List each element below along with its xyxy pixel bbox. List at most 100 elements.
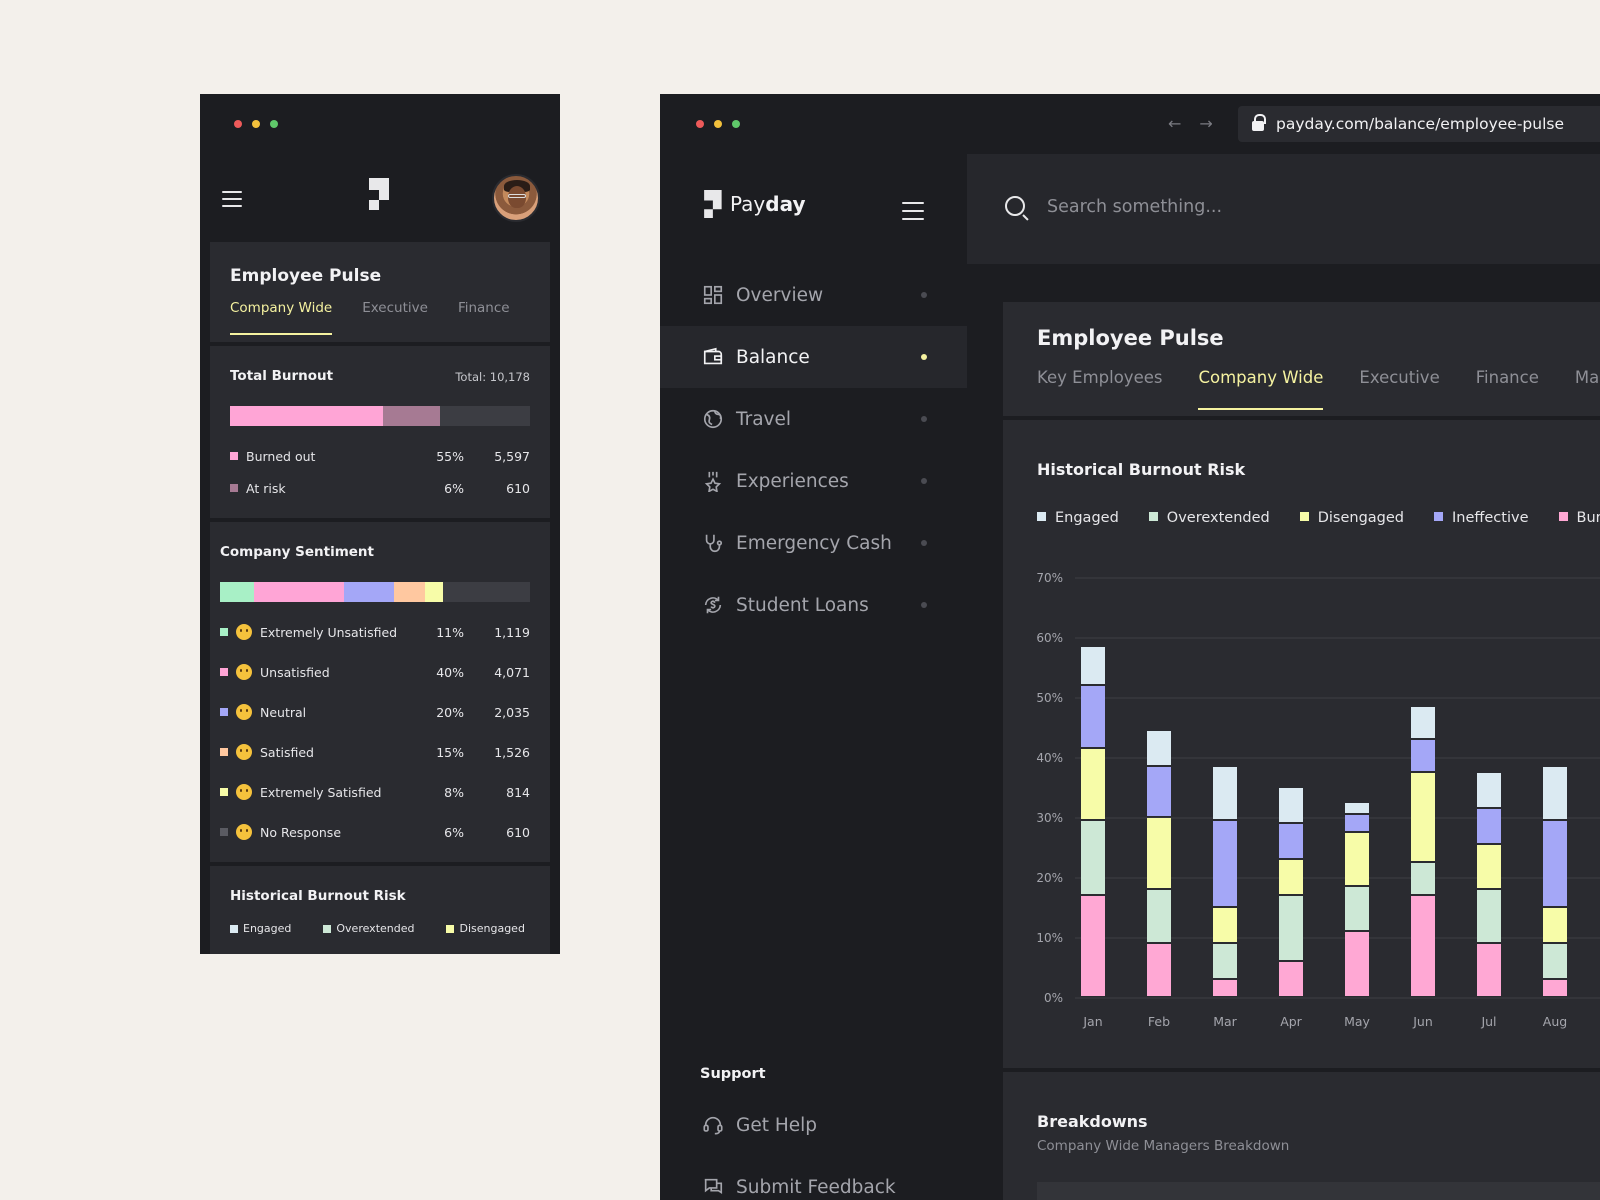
avatar[interactable] (492, 174, 540, 222)
bar-segment-overextended[interactable] (1213, 944, 1237, 978)
bar-segment-engaged[interactable] (1411, 707, 1435, 738)
bar-segment-ineffective[interactable] (1081, 686, 1105, 747)
tab-key-employees[interactable]: Key Employees (1037, 368, 1163, 387)
bar-segment-burn[interactable] (1147, 944, 1171, 996)
sidebar-item-travel[interactable]: Travel (660, 388, 967, 450)
bar-segment-overextended[interactable] (1411, 863, 1435, 894)
close-dot[interactable] (234, 120, 242, 128)
breakdowns-table-header (1037, 1182, 1600, 1200)
total-burnout-card: Total Burnout Total: 10,178 Burned out 5… (210, 346, 550, 518)
bar-segment-overextended[interactable] (1477, 890, 1501, 942)
bar-segment-burn[interactable] (1081, 896, 1105, 996)
bar-segment-overextended[interactable] (1543, 944, 1567, 978)
forward-arrow-icon[interactable]: → (1199, 114, 1213, 133)
sidebar-item-get-help[interactable]: Get Help (660, 1094, 967, 1156)
tab-finance[interactable]: Finance (1475, 368, 1539, 387)
bar-segment (343, 582, 394, 602)
legend-swatch (220, 748, 228, 756)
maximize-dot[interactable] (732, 120, 740, 128)
sidebar-item-emergency-cash[interactable]: Emergency Cash (660, 512, 967, 574)
employee-pulse-card: Employee Pulse Company Wide Executive Fi… (210, 242, 550, 342)
tab-executive[interactable]: Executive (1359, 368, 1440, 387)
bar-segment-overextended[interactable] (1081, 821, 1105, 894)
minimize-dot[interactable] (714, 120, 722, 128)
bar-segment-disengaged[interactable] (1147, 818, 1171, 888)
tab-executive[interactable]: Executive (362, 300, 428, 316)
tab-finance[interactable]: Finance (457, 300, 510, 316)
maximize-dot[interactable] (270, 120, 278, 128)
tab-managers[interactable]: Mar (1574, 368, 1600, 387)
bar-segment-ineffective[interactable] (1477, 809, 1501, 843)
bar-segment-engaged[interactable] (1543, 767, 1567, 819)
bar-segment-engaged[interactable] (1081, 647, 1105, 684)
y-tick-label: 0% (1044, 991, 1063, 1005)
bar-segment (424, 582, 444, 602)
menu-icon[interactable] (902, 202, 924, 220)
bar-segment-ineffective[interactable] (1279, 824, 1303, 858)
sidebar-item-student-loans[interactable]: Student Loans (660, 574, 967, 636)
page-title: Employee Pulse (1037, 326, 1224, 350)
page-title: Employee Pulse (230, 266, 382, 286)
legend-item: Burn (1558, 510, 1600, 526)
bar-segment-ineffective[interactable] (1147, 767, 1171, 816)
bar-segment-burn[interactable] (1543, 980, 1567, 996)
bar-segment-disengaged[interactable] (1477, 845, 1501, 888)
bar-segment-burn[interactable] (1279, 962, 1303, 996)
bar-segment-burn[interactable] (1345, 932, 1369, 996)
search-icon[interactable] (1005, 196, 1025, 216)
bar-segment-disengaged[interactable] (1081, 749, 1105, 819)
bar-segment-ineffective[interactable] (1411, 740, 1435, 771)
bar-segment-overextended[interactable] (1147, 890, 1171, 942)
bar-segment-engaged[interactable] (1213, 767, 1237, 819)
bar-segment-engaged[interactable] (1279, 788, 1303, 822)
bar-segment-disengaged[interactable] (1543, 908, 1567, 942)
brand[interactable]: Payday (702, 190, 806, 218)
x-tick-label: Aug (1543, 1014, 1567, 1029)
sidebar-item-label: Experiences (736, 470, 849, 492)
sidebar-item-submit-feedback[interactable]: Submit Feedback (660, 1156, 967, 1200)
globe-icon (702, 408, 724, 430)
sidebar-item-balance[interactable]: Balance (660, 326, 967, 388)
x-tick-label: Jan (1082, 1014, 1102, 1029)
legend-row: Unsatisfied 40% 4,071 (220, 662, 530, 682)
bar-segment-burn[interactable] (1477, 944, 1501, 996)
sidebar-item-overview[interactable]: Overview (660, 264, 967, 326)
bar-segment-disengaged[interactable] (1345, 833, 1369, 885)
dollar-cycle-icon (702, 594, 724, 616)
bar-segment-engaged[interactable] (1147, 731, 1171, 765)
window-controls (234, 120, 278, 128)
close-dot[interactable] (696, 120, 704, 128)
tab-company-wide[interactable]: Company Wide (1198, 368, 1324, 410)
address-bar[interactable]: payday.com/balance/employee-pulse (1238, 106, 1600, 142)
bar-segment-ineffective[interactable] (1213, 821, 1237, 906)
bar-segment-overextended[interactable] (1345, 887, 1369, 930)
search-input[interactable] (1047, 190, 1547, 224)
legend-item: Ineffective (1434, 510, 1529, 526)
tab-company-wide[interactable]: Company Wide (230, 300, 333, 335)
legend-row: Satisfied 15% 1,526 (220, 742, 530, 762)
support-title: Support (700, 1066, 766, 1082)
sidebar-item-experiences[interactable]: Experiences (660, 450, 967, 512)
payday-logo-icon (704, 190, 722, 218)
sidebar-item-label: Overview (736, 284, 824, 306)
status-dot (921, 292, 927, 298)
minimize-dot[interactable] (252, 120, 260, 128)
bar-segment-burn[interactable] (1213, 980, 1237, 996)
bar-segment-disengaged[interactable] (1279, 860, 1303, 894)
window-controls (696, 120, 740, 128)
star-award-icon (702, 470, 724, 492)
bar-segment-engaged[interactable] (1345, 803, 1369, 813)
bar-segment-disengaged[interactable] (1213, 908, 1237, 942)
bar-segment-disengaged[interactable] (1411, 773, 1435, 861)
bar-segment-overextended[interactable] (1279, 896, 1303, 960)
relieved-face-icon (236, 744, 252, 760)
bar-segment-engaged[interactable] (1477, 773, 1501, 807)
menu-icon[interactable] (222, 191, 242, 207)
bar-segment-burn[interactable] (1411, 896, 1435, 996)
bar-segment-ineffective[interactable] (1543, 821, 1567, 906)
breakdowns-card: Breakdowns Company Wide Managers Breakdo… (1003, 1072, 1600, 1200)
y-tick-label: 60% (1036, 631, 1063, 645)
bar-segment-ineffective[interactable] (1345, 815, 1369, 831)
sidebar-item-label: Travel (736, 408, 791, 430)
back-arrow-icon[interactable]: ← (1168, 114, 1182, 133)
